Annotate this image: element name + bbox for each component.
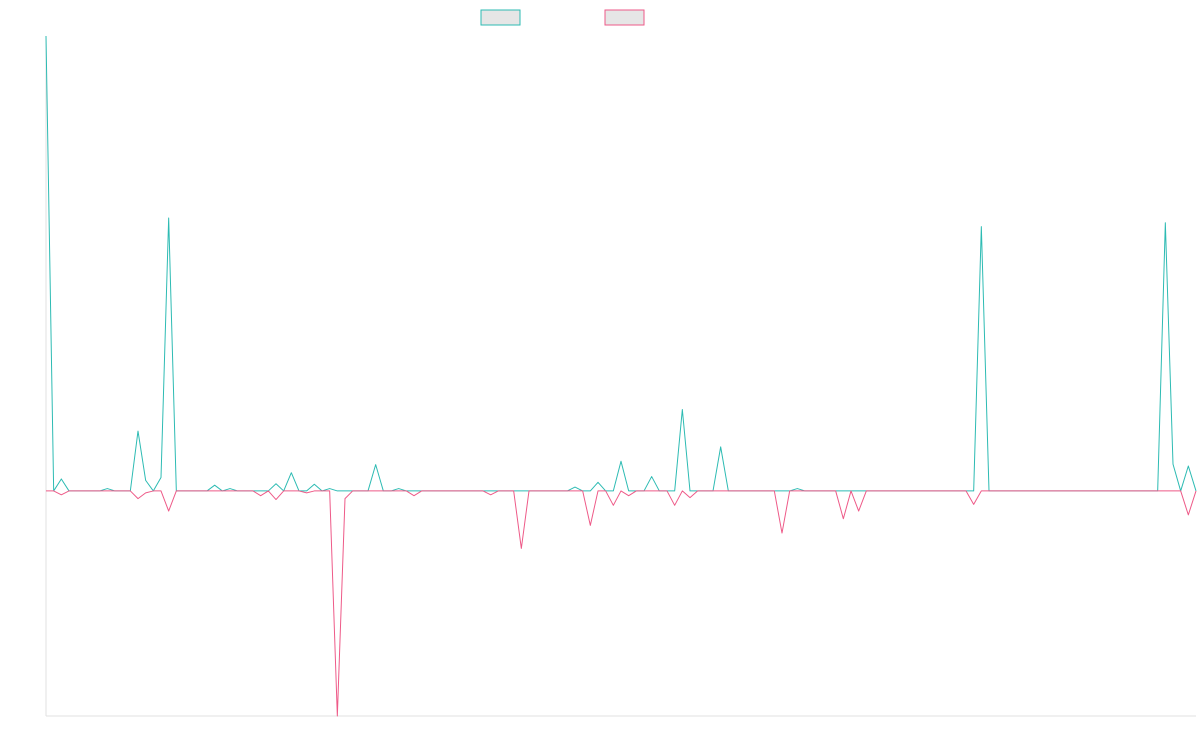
legend-swatch-series-1[interactable] <box>604 9 645 26</box>
series-line-1[interactable] <box>46 490 1197 717</box>
axes <box>45 36 1196 717</box>
plot-area <box>45 35 1197 717</box>
legend <box>480 9 645 26</box>
series-line-0[interactable] <box>45 35 1197 492</box>
legend-swatch-series-0[interactable] <box>480 9 521 26</box>
